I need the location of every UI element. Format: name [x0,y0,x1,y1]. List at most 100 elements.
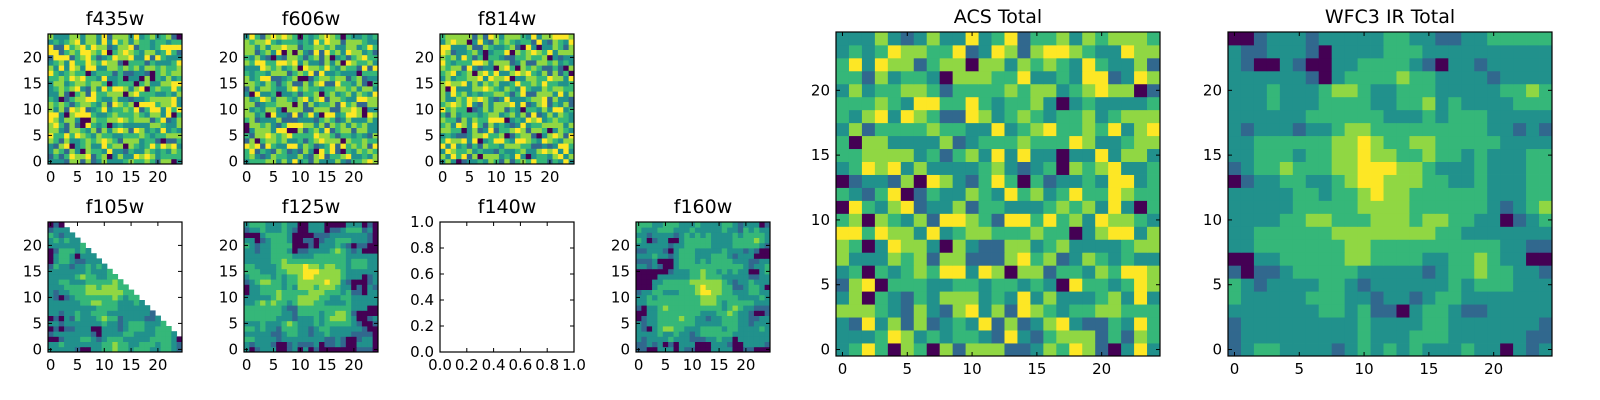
heatmap-cell [1474,44,1488,59]
heatmap-cell [900,200,915,214]
heatmap-cell [737,227,744,233]
heatmap-cell [123,138,129,144]
heatmap-cell [53,96,60,102]
heatmap-cell [743,268,749,275]
heatmap-cell [520,86,527,92]
heatmap-cell [281,49,288,56]
heatmap-cell [753,320,760,327]
heatmap-cell [1069,44,1083,59]
heatmap-cell [737,258,744,264]
heatmap-cell [1069,200,1083,214]
heatmap-cell [302,44,309,50]
heatmap-cell [732,248,739,254]
heatmap-cell [1004,343,1018,357]
heatmap-cell [764,341,771,348]
heatmap-cell [1121,174,1135,188]
heatmap-cell [727,294,733,301]
heatmap-cell [313,320,320,327]
heatmap-cell [139,346,145,353]
heatmap-cell [461,54,468,61]
heatmap-cell [557,49,564,56]
heatmap-cell [536,158,543,165]
heatmap-cell [652,341,658,348]
heatmap-cell [117,70,124,76]
heatmap-cell [361,96,368,102]
heatmap-cell [265,153,272,160]
heatmap-cell [1331,70,1346,85]
heatmap-cell [1043,32,1057,46]
heatmap-cell [53,336,60,342]
heatmap-cell [1095,148,1109,162]
heatmap-cell [646,222,653,228]
heatmap-cell [276,263,282,270]
heatmap-cell [74,101,81,108]
heatmap-cell [753,263,760,270]
heatmap-cell [281,153,288,160]
heatmap-cell [260,153,266,160]
heatmap-cell [74,253,81,259]
heatmap-cell [128,54,135,61]
heatmap-cell [101,305,108,311]
heatmap-cell [520,132,527,139]
heatmap-cell [74,248,81,254]
heatmap-cell [689,237,696,244]
heatmap-cell [472,60,478,66]
heatmap-cell [705,258,712,264]
heatmap-cell [356,122,363,128]
heatmap-cell [96,80,102,87]
heatmap-cell [748,305,755,311]
heatmap-cell [133,320,140,327]
heatmap-cell [74,80,81,87]
heatmap-cell [265,106,272,113]
heatmap-cell [1305,70,1320,85]
heatmap-cell [939,148,954,162]
heatmap-cell [1228,32,1242,46]
heatmap-cell [128,65,135,71]
heatmap-cell [711,232,717,238]
heatmap-cell [48,101,54,108]
heatmap-cell [139,158,145,165]
heatmap-cell [836,343,850,357]
heatmap-cell [313,153,320,160]
heatmap-cell [90,70,97,76]
heatmap-cell [1526,109,1540,124]
heatmap-cell [1344,57,1358,72]
heatmap-cell [128,127,135,134]
heatmap-cell [302,101,309,108]
heatmap-cell [1448,44,1462,59]
heatmap-cell [367,96,374,102]
heatmap-cell [329,279,336,285]
heatmap-cell [861,239,876,253]
heatmap-cell [689,263,696,270]
heatmap-cell [254,346,261,353]
heatmap-cell [515,80,521,87]
axes-frame-4 [243,221,379,353]
heatmap-cell [53,148,60,154]
heatmap-cell [1279,317,1294,331]
heatmap-cell [340,222,347,228]
heatmap-cell [1240,187,1255,201]
heatmap-cell [249,127,256,134]
heatmap-cell [69,122,76,128]
heatmap-cell [1253,70,1268,85]
heatmap-cell [144,143,151,149]
heatmap-cell [461,101,468,108]
heatmap-cell [1240,239,1255,253]
heatmap-cell [1266,174,1281,188]
heatmap-cell [265,315,272,322]
heatmap-cell [1500,57,1514,72]
heatmap-cell [329,143,336,149]
heatmap-cell [1266,304,1281,318]
heatmap-cell [53,127,60,134]
heatmap-cell [58,279,65,285]
heatmap-cell [356,305,363,311]
heatmap-cell [472,132,478,139]
heatmap-cell [1409,200,1423,214]
heatmap-cell [260,75,266,82]
heatmap-cell [165,148,172,154]
heatmap-cell [351,341,357,348]
heatmap-cell [1147,265,1161,279]
heatmap-cell [1228,135,1242,150]
heatmap-cell [74,96,81,102]
heatmap-cell [351,315,357,322]
